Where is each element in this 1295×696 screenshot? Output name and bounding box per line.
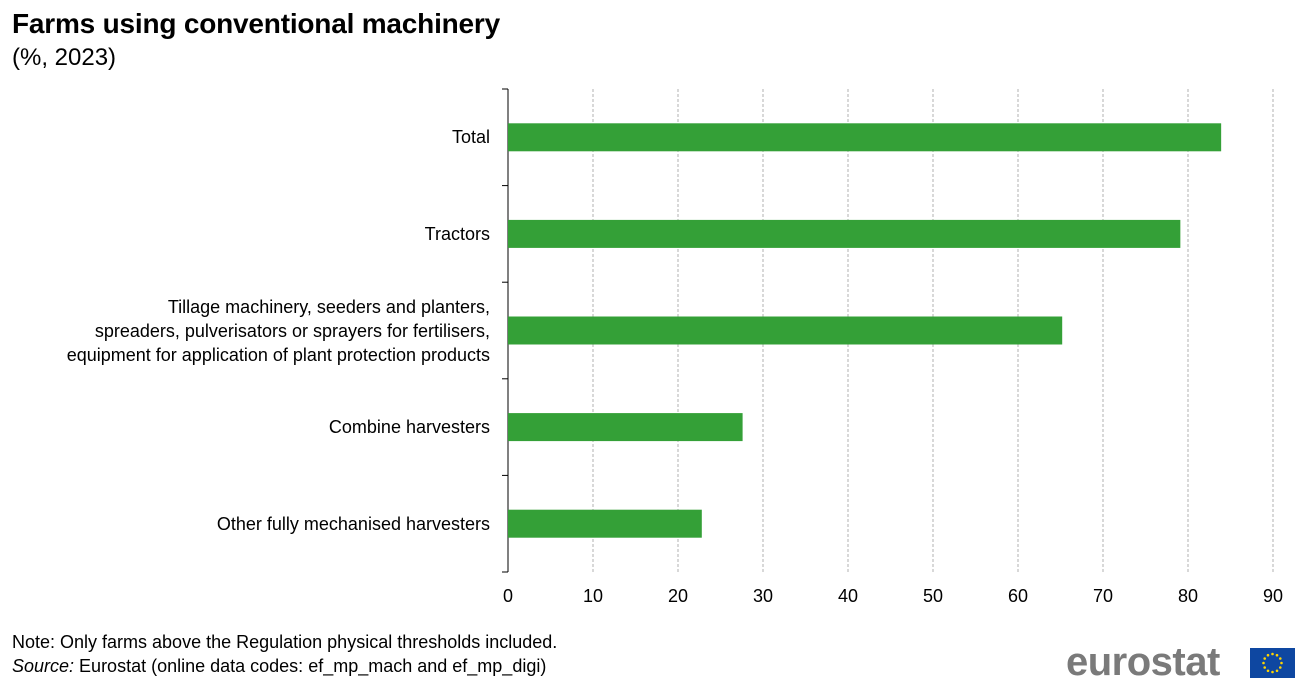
category-label-line: Total <box>451 127 490 148</box>
flag-star <box>1278 666 1282 669</box>
category-label-line: Tillage machinery, seeders and planters, <box>167 296 490 317</box>
flag-star <box>1280 661 1283 665</box>
x-tick-label: 50 <box>923 586 943 606</box>
x-tick-label: 80 <box>1178 586 1198 606</box>
x-tick-label: 40 <box>838 586 858 606</box>
flag-star <box>1262 661 1265 665</box>
bar-5 <box>508 509 702 538</box>
flag-star <box>1263 666 1267 669</box>
chart-title: Farms using conventional machinery <box>12 8 500 39</box>
x-tick-label: 90 <box>1263 586 1283 606</box>
bar-2 <box>508 219 1181 248</box>
category-label-line: equipment for application of plant prote… <box>66 344 490 365</box>
category-label: Other fully mechanised harvesters <box>10 512 490 536</box>
x-tick-label: 60 <box>1008 586 1028 606</box>
eurostat-logo: eurostat <box>1066 640 1220 684</box>
category-label: Tractors <box>10 222 490 246</box>
chart-subtitle: (%, 2023) <box>12 44 117 71</box>
bar-3 <box>508 316 1063 345</box>
category-label-line: Tractors <box>424 223 490 244</box>
flag-star <box>1263 657 1267 660</box>
x-tick-label: 20 <box>668 586 688 606</box>
category-label: Total <box>10 125 490 149</box>
flag-star <box>1275 669 1279 673</box>
eu-flag-icon <box>1250 648 1295 678</box>
x-tick-label: 0 <box>503 586 513 606</box>
bar-1 <box>508 123 1222 152</box>
x-tick-label: 70 <box>1093 586 1113 606</box>
category-label: Tillage machinery, seeders and planters,… <box>10 295 490 367</box>
bar-4 <box>508 413 743 442</box>
category-label-line: Combine harvesters <box>328 417 490 438</box>
source-label: Source: <box>12 656 75 676</box>
x-tick-label: 30 <box>753 586 773 606</box>
flag-star <box>1266 653 1270 657</box>
source-text: Eurostat (online data codes: ef_mp_mach … <box>74 656 547 676</box>
flag-star <box>1271 670 1274 674</box>
category-label-line: Other fully mechanised harvesters <box>216 513 490 534</box>
category-label-line: spreaders, pulverisators or sprayers for… <box>94 320 490 341</box>
x-tick-label: 10 <box>583 586 603 606</box>
flag-star <box>1271 652 1274 656</box>
flag-star <box>1275 653 1279 657</box>
chart-source: Source: Eurostat (online data codes: ef_… <box>12 656 546 677</box>
bar-chart: 0 10 20 30 40 50 60 70 80 90 <box>502 88 1283 606</box>
chart-note: Note: Only farms above the Regulation ph… <box>12 632 558 652</box>
flag-star <box>1278 657 1282 660</box>
flag-star <box>1266 669 1270 673</box>
category-label: Combine harvesters <box>10 415 490 439</box>
